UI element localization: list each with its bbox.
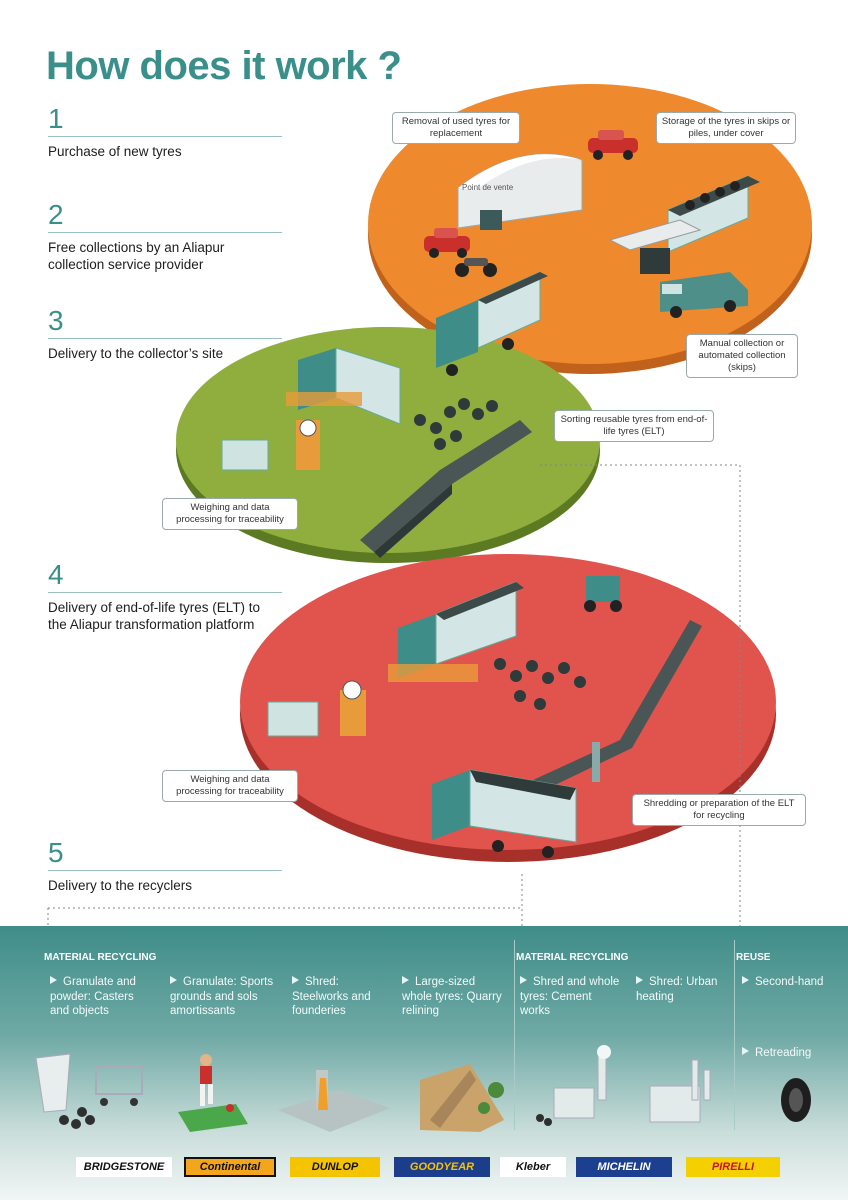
use-label: Shred: Steelworks and founderies bbox=[292, 976, 371, 1017]
cement-works-icon bbox=[536, 1045, 611, 1126]
use-item-cement: Shred and whole tyres: Cement works bbox=[520, 975, 624, 1019]
section-material-recycling-1: MATERIAL RECYCLING bbox=[44, 952, 157, 963]
use-label: Large-sized whole tyres: Quarry relining bbox=[402, 976, 502, 1017]
use-label: Second-hand bbox=[755, 976, 824, 988]
football-player-icon bbox=[178, 1054, 248, 1132]
red-car-icon bbox=[424, 228, 470, 258]
divider bbox=[48, 136, 282, 137]
shop-building: Point de vente bbox=[457, 153, 583, 230]
recycling-illustrations bbox=[35, 1045, 811, 1132]
triangle-bullet-icon bbox=[50, 976, 57, 984]
step-number: 5 bbox=[48, 837, 64, 868]
green-disc bbox=[176, 327, 600, 563]
step-5: 5 Delivery to the recyclers bbox=[48, 838, 282, 894]
use-label: Granulate and powder: Casters and object… bbox=[50, 976, 136, 1017]
triangle-bullet-icon bbox=[520, 976, 527, 984]
recycler-truck-icon bbox=[432, 769, 577, 858]
motorbike-icon bbox=[455, 258, 497, 277]
shelter bbox=[608, 219, 702, 274]
use-label: Granulate: Sports grounds and sols amort… bbox=[170, 976, 274, 1017]
van-icon bbox=[660, 272, 748, 318]
use-item-sports-grounds: Granulate: Sports grounds and sols amort… bbox=[170, 975, 274, 1019]
triangle-bullet-icon bbox=[292, 976, 299, 984]
shredding-conveyor bbox=[520, 620, 702, 796]
divider bbox=[514, 940, 515, 1130]
process-illustration: Point de vente bbox=[47, 84, 812, 926]
divider bbox=[48, 870, 282, 871]
callout-manual-collection: Manual collection or automated collectio… bbox=[686, 334, 798, 378]
red-disc bbox=[240, 554, 776, 862]
step-text: Free collections by an Aliapur collectio… bbox=[48, 240, 225, 272]
shop-sign: Point de vente bbox=[462, 183, 514, 192]
collection-truck-icon bbox=[436, 271, 548, 376]
brand-logo-dunlop: DUNLOP bbox=[290, 1157, 380, 1177]
casters-objects-icon bbox=[35, 1053, 143, 1129]
section-reuse: REUSE bbox=[736, 952, 771, 963]
divider bbox=[48, 592, 282, 593]
callout-weighing-2: Weighing and data processing for traceab… bbox=[162, 770, 298, 802]
step-text: Delivery to the collector’s site bbox=[48, 346, 224, 361]
dotted-connectors bbox=[47, 464, 741, 926]
step-3: 3 Delivery to the collector’s site bbox=[48, 306, 282, 362]
page-title: How does it work ? bbox=[46, 44, 402, 88]
brand-logo-pirelli: PIRELLI bbox=[686, 1157, 780, 1177]
step-text: Delivery of end-of-life tyres (ELT) to t… bbox=[48, 600, 261, 632]
brand-logo-continental: Continental bbox=[184, 1157, 276, 1177]
brand-logo-kleber: Kleber bbox=[500, 1157, 566, 1177]
use-item-steelworks: Shred: Steelworks and founderies bbox=[292, 975, 378, 1019]
step-number: 2 bbox=[48, 199, 64, 230]
step-text: Purchase of new tyres bbox=[48, 144, 182, 159]
triangle-bullet-icon bbox=[636, 976, 643, 984]
divider bbox=[734, 940, 735, 1130]
divider bbox=[48, 232, 282, 233]
callout-shredding: Shredding or preparation of the ELT for … bbox=[632, 794, 806, 826]
urban-heating-icon bbox=[649, 1059, 711, 1123]
step-number: 4 bbox=[48, 559, 64, 590]
use-item-second-hand: Second-hand bbox=[742, 975, 842, 990]
step-2: 2 Free collections by an Aliapur collect… bbox=[48, 200, 282, 273]
tyre-pile bbox=[414, 398, 498, 450]
use-item-quarry: Large-sized whole tyres: Quarry relining bbox=[402, 975, 508, 1019]
use-item-retreading: Retreading bbox=[742, 1046, 842, 1061]
step-text: Delivery to the recyclers bbox=[48, 878, 193, 893]
weighing-station bbox=[221, 419, 320, 471]
brand-logo-michelin: MICHELIN bbox=[576, 1157, 672, 1177]
recycling-band bbox=[0, 926, 848, 1200]
brand-logo-goodyear: GOODYEAR bbox=[394, 1157, 490, 1177]
sorting-conveyor bbox=[360, 420, 532, 558]
step-4: 4 Delivery of end-of-life tyres (ELT) to… bbox=[48, 560, 282, 633]
unloading-truck-icon bbox=[286, 347, 401, 425]
use-label: Retreading bbox=[755, 1047, 812, 1059]
triangle-bullet-icon bbox=[170, 976, 177, 984]
triangle-bullet-icon bbox=[742, 1047, 749, 1055]
step-number: 3 bbox=[48, 305, 64, 336]
callout-storage: Storage of the tyres in skips or piles, … bbox=[656, 112, 796, 144]
use-label: Shred: Urban heating bbox=[636, 976, 718, 1003]
quarry-icon bbox=[420, 1064, 504, 1132]
brand-logo-bridgestone: BRIDGESTONE bbox=[76, 1157, 172, 1177]
section-material-recycling-2: MATERIAL RECYCLING bbox=[516, 952, 629, 963]
use-item-granulate-powder: Granulate and powder: Casters and object… bbox=[50, 975, 154, 1019]
retreading-tyre-icon bbox=[781, 1078, 811, 1122]
triangle-bullet-icon bbox=[402, 976, 409, 984]
use-label: Shred and whole tyres: Cement works bbox=[520, 976, 620, 1017]
triangle-bullet-icon bbox=[742, 976, 749, 984]
elt-pile bbox=[494, 658, 586, 710]
use-item-urban-heating: Shred: Urban heating bbox=[636, 975, 732, 1004]
step-number: 1 bbox=[48, 103, 64, 134]
weighing-station-2 bbox=[267, 680, 366, 737]
delivery-truck-icon bbox=[388, 581, 524, 682]
callout-sorting: Sorting reusable tyres from end-of-life … bbox=[554, 410, 714, 442]
step-1: 1 Purchase of new tyres bbox=[48, 104, 282, 160]
callout-removal: Removal of used tyres for replacement bbox=[392, 112, 520, 144]
red-car-top-icon bbox=[588, 130, 638, 160]
loader-icon bbox=[584, 576, 622, 612]
steelworks-icon bbox=[278, 1070, 390, 1132]
divider bbox=[48, 338, 282, 339]
callout-weighing-1: Weighing and data processing for traceab… bbox=[162, 498, 298, 530]
